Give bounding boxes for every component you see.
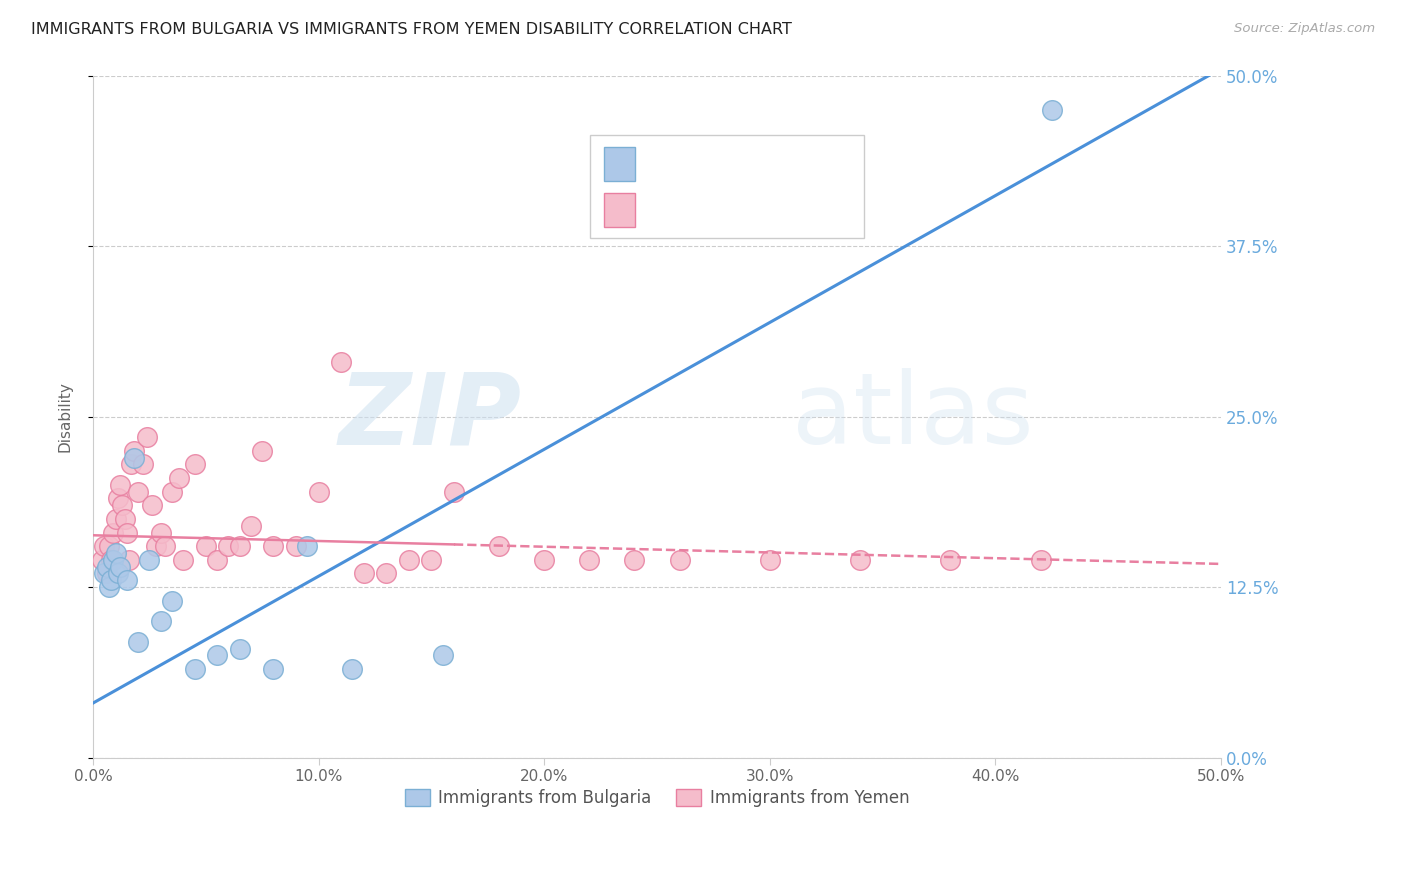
Text: R =: R = — [647, 153, 682, 171]
Text: N =: N = — [742, 153, 789, 171]
Point — [172, 553, 194, 567]
Point — [93, 539, 115, 553]
Point — [136, 430, 159, 444]
Point — [939, 553, 962, 567]
Point — [120, 458, 142, 472]
Point — [93, 566, 115, 581]
Point — [138, 553, 160, 567]
Text: 50: 50 — [794, 200, 818, 218]
Point — [104, 512, 127, 526]
Point — [398, 553, 420, 567]
Point — [353, 566, 375, 581]
Point — [263, 662, 285, 676]
Point — [205, 553, 228, 567]
Point — [297, 539, 319, 553]
Point — [127, 484, 149, 499]
Point — [127, 634, 149, 648]
Point — [149, 614, 172, 628]
Point — [342, 662, 364, 676]
Point — [183, 662, 205, 676]
Point — [122, 450, 145, 465]
Point — [285, 539, 308, 553]
Point — [330, 355, 353, 369]
Text: R =: R = — [647, 200, 682, 218]
Point — [96, 566, 118, 581]
Point — [107, 566, 129, 581]
Point — [155, 539, 177, 553]
Point — [250, 443, 273, 458]
Point — [183, 458, 205, 472]
Text: -0.094: -0.094 — [689, 200, 752, 218]
Point — [167, 471, 190, 485]
Point — [96, 559, 118, 574]
Point — [100, 553, 122, 567]
Point — [104, 546, 127, 560]
Point — [239, 518, 262, 533]
Point — [1029, 553, 1052, 567]
Point — [108, 559, 131, 574]
Point — [849, 553, 872, 567]
Point — [160, 593, 183, 607]
Point — [420, 553, 443, 567]
Text: atlas: atlas — [793, 368, 1033, 465]
Text: 22: 22 — [785, 153, 808, 171]
Point — [145, 539, 167, 553]
Point — [533, 553, 555, 567]
Text: IMMIGRANTS FROM BULGARIA VS IMMIGRANTS FROM YEMEN DISABILITY CORRELATION CHART: IMMIGRANTS FROM BULGARIA VS IMMIGRANTS F… — [31, 22, 792, 37]
Point — [443, 484, 465, 499]
Text: 0.684: 0.684 — [689, 153, 745, 171]
Point — [488, 539, 510, 553]
Point — [759, 553, 782, 567]
Point — [668, 553, 690, 567]
Point — [578, 553, 600, 567]
Point — [141, 498, 163, 512]
Point — [263, 539, 285, 553]
Point — [194, 539, 217, 553]
Point — [97, 580, 120, 594]
Point — [115, 574, 138, 588]
Point — [149, 525, 172, 540]
Point — [114, 512, 136, 526]
Point — [107, 491, 129, 506]
Point — [103, 525, 125, 540]
Point — [97, 539, 120, 553]
Text: Source: ZipAtlas.com: Source: ZipAtlas.com — [1234, 22, 1375, 36]
Point — [100, 574, 122, 588]
Point — [111, 498, 134, 512]
Text: N =: N = — [752, 200, 799, 218]
Point — [131, 458, 153, 472]
Legend: Immigrants from Bulgaria, Immigrants from Yemen: Immigrants from Bulgaria, Immigrants fro… — [398, 782, 915, 814]
Point — [160, 484, 183, 499]
Y-axis label: Disability: Disability — [58, 381, 72, 452]
Point — [91, 553, 114, 567]
Point — [103, 553, 125, 567]
Point — [375, 566, 398, 581]
Text: ZIP: ZIP — [339, 368, 522, 465]
Point — [115, 525, 138, 540]
Point — [308, 484, 330, 499]
Point — [228, 641, 250, 656]
Point — [122, 443, 145, 458]
Point — [432, 648, 454, 663]
Point — [1040, 103, 1063, 117]
Point — [217, 539, 239, 553]
Point — [228, 539, 250, 553]
Point — [623, 553, 645, 567]
Point — [108, 477, 131, 491]
Point — [205, 648, 228, 663]
Point — [118, 553, 141, 567]
